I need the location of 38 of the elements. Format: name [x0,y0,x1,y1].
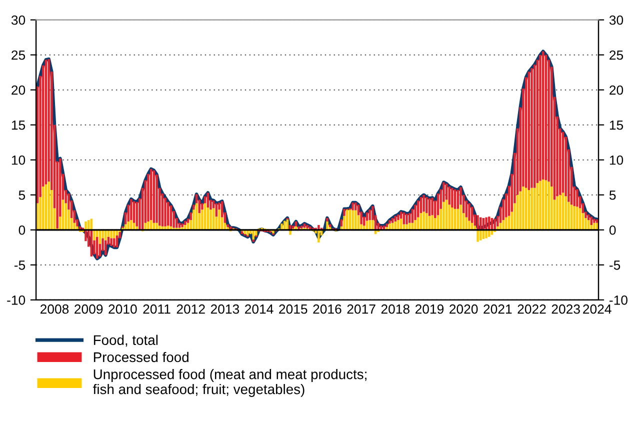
x-tick-label: 2014 [245,304,274,314]
x-tick-label: 2020 [450,304,478,314]
x-tick-label: 2013 [210,304,240,314]
y2-tick-label: -10 [610,295,628,305]
y-tick-label: 5 [18,190,26,200]
x-tick-label: 2019 [415,304,444,314]
y-tick-label: 0 [18,225,26,235]
x-tick-label: 2008 [40,304,69,314]
y-tick-label: 30 [11,15,26,25]
y-tick-label: 25 [12,50,26,60]
y-tick-label: -10 [7,295,26,305]
y2-tick-label: 30 [609,15,624,25]
y2-tick-label: -5 [610,260,620,270]
y2-tick-label: 25 [610,50,624,60]
legend-label: Food, total [94,334,158,347]
x-tick-label: 2009 [74,304,103,314]
y2-tick-label: 15 [610,120,624,130]
legend-label: Unprocessed food (meat and meat products; fish and seafood; fruit; vegetables) [93,369,366,397]
x-tick-label: 2011 [143,304,170,314]
y2-tick-label: 0 [609,225,616,235]
y2-tick-label: 5 [609,190,616,200]
y-tick-label: 10 [12,155,26,165]
y-tick-label: 15 [12,120,26,130]
x-tick-label: 2021 [484,304,512,314]
y-tick-label: -5 [14,260,26,270]
x-tick-label: 2022 [518,304,546,314]
y2-tick-label: 10 [610,155,624,165]
x-tick-label: 2018 [381,304,410,314]
x-tick-label: 2016 [313,304,342,314]
x-tick-label: 2010 [108,304,137,314]
y2-tick-label: 20 [610,85,624,95]
y-tick-label: 20 [12,85,26,95]
x-tick-label: 2012 [176,304,205,314]
x-tick-label: 2017 [347,304,376,314]
x-tick-label: 2023 [552,304,580,314]
x-tick-label: 2015 [279,304,308,314]
legend-label: Processed food [94,352,188,362]
x-tick-label: 2024 [583,304,612,314]
